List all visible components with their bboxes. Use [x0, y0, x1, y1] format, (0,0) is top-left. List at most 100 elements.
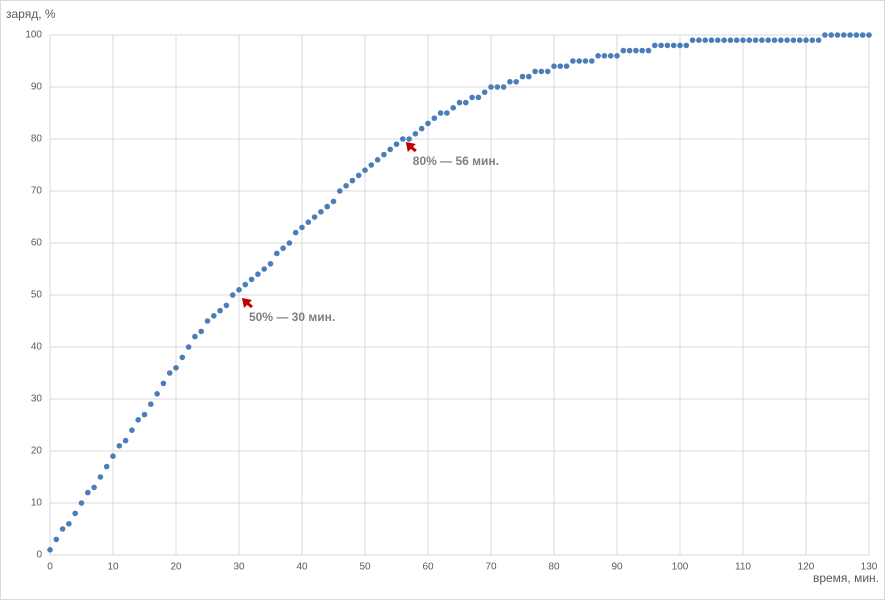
point [494, 84, 501, 90]
point [330, 198, 337, 205]
point [784, 37, 790, 43]
point [702, 37, 708, 43]
point [185, 344, 192, 350]
point [778, 37, 784, 43]
point [97, 474, 104, 480]
point [469, 94, 475, 101]
x-tick-label: 40 [296, 562, 308, 573]
y-tick-label: 100 [25, 30, 42, 41]
point [507, 79, 513, 85]
point [406, 136, 412, 142]
y-tick-label: 90 [31, 82, 43, 93]
x-tick-label: 110 [735, 562, 751, 573]
point [809, 37, 816, 43]
point [727, 37, 734, 43]
point [633, 47, 639, 54]
point [59, 526, 66, 532]
point [72, 510, 78, 517]
point [412, 131, 419, 137]
x-tick-label: 0 [47, 562, 53, 573]
annotation-arrowhead [405, 142, 416, 152]
point [715, 37, 721, 43]
point [418, 125, 425, 132]
point [589, 58, 595, 64]
point [135, 417, 141, 423]
point [481, 89, 488, 95]
y-tick-label: 50 [31, 290, 43, 301]
point [236, 287, 242, 293]
point [696, 37, 702, 43]
point [267, 261, 274, 267]
x-tick-label: 130 [861, 562, 878, 573]
point [305, 219, 312, 225]
point [853, 32, 860, 38]
point [444, 110, 450, 116]
x-tick-label: 120 [798, 562, 815, 573]
y-tick-label: 20 [31, 446, 43, 457]
y-tick-label: 30 [31, 394, 43, 405]
point [463, 99, 469, 106]
point [204, 318, 211, 324]
point [796, 37, 803, 43]
point [368, 162, 375, 168]
point [815, 37, 822, 43]
x-tick-label: 70 [485, 562, 497, 573]
y-tick-label: 10 [31, 498, 43, 509]
point [450, 105, 457, 111]
point [349, 177, 356, 184]
point [532, 68, 538, 75]
point [563, 63, 570, 69]
point [828, 32, 834, 38]
point [500, 84, 507, 90]
point [173, 365, 179, 371]
point [708, 37, 715, 43]
point [425, 120, 431, 127]
point [129, 427, 135, 434]
point [217, 307, 223, 314]
point [286, 240, 293, 246]
point [626, 47, 633, 54]
x-axis-label: время, мин. [813, 571, 879, 585]
point [841, 32, 847, 38]
y-tick-label: 80 [31, 134, 43, 145]
point [362, 167, 368, 173]
x-tick-label: 20 [170, 562, 182, 573]
x-tick-label: 60 [422, 562, 434, 573]
point [614, 53, 620, 59]
point [677, 42, 683, 49]
point [866, 32, 872, 38]
point [513, 79, 519, 85]
point [223, 302, 230, 309]
point [103, 463, 110, 470]
point [771, 37, 778, 43]
annotation: 80% — 56 мин. [413, 154, 499, 168]
annotation: 50% — 30 мин. [249, 310, 335, 324]
point [261, 266, 268, 272]
y-tick-label: 70 [31, 186, 43, 197]
point [166, 370, 173, 376]
point [229, 292, 236, 298]
point [790, 37, 797, 43]
point [154, 391, 160, 397]
point [752, 37, 759, 43]
x-tick-label: 50 [359, 562, 371, 573]
x-tick-label: 30 [233, 562, 245, 573]
point [437, 110, 444, 116]
point [91, 484, 97, 491]
point [343, 183, 349, 189]
point [645, 47, 652, 54]
point [576, 58, 582, 64]
point [544, 68, 551, 75]
y-axis-label: заряд, % [6, 7, 56, 21]
y-tick-label: 60 [31, 238, 43, 249]
point [324, 203, 331, 210]
point [85, 489, 91, 496]
point [66, 521, 72, 527]
point [746, 37, 753, 43]
point [834, 32, 841, 38]
point [740, 37, 746, 43]
x-tick-label: 10 [107, 562, 119, 573]
point [255, 271, 261, 278]
point [689, 37, 696, 43]
